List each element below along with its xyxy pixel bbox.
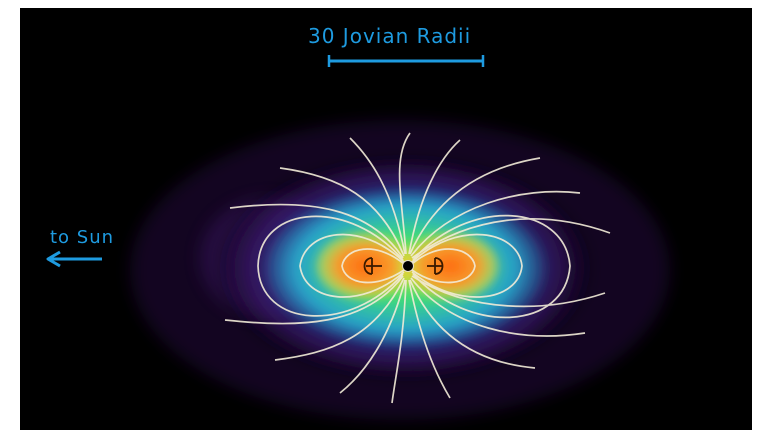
to-sun-label: to Sun bbox=[50, 227, 114, 248]
scale-bar bbox=[329, 55, 483, 67]
magnetosphere-graphic bbox=[20, 8, 752, 430]
left-arrow-icon bbox=[48, 252, 102, 266]
scale-bar-label: 30 Jovian Radii bbox=[308, 24, 508, 48]
jupiter-planet bbox=[403, 261, 414, 272]
magnetosphere-image: 30 Jovian Radii to Sun bbox=[20, 8, 752, 430]
